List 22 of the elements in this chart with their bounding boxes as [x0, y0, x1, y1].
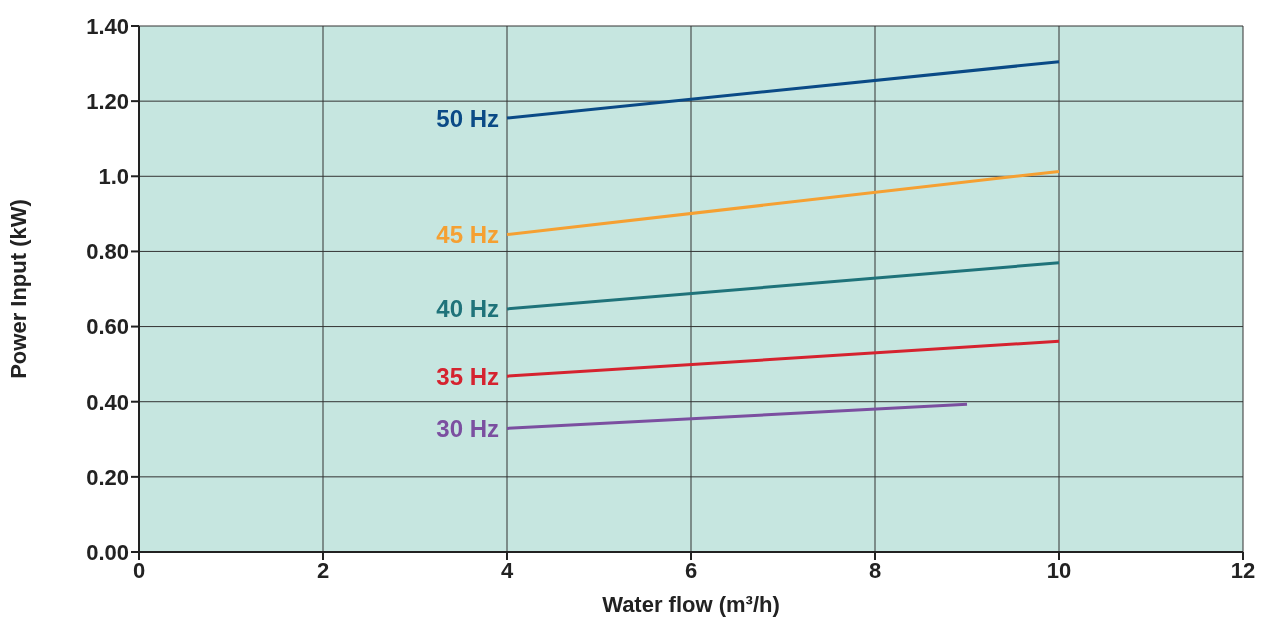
y-tick-label: 0.20 — [86, 464, 129, 490]
series-label: 40 Hz — [436, 295, 499, 323]
x-tick-label: 4 — [500, 557, 514, 583]
y-tick-label: 0.00 — [86, 539, 129, 565]
y-axis-title: Power Input (kW) — [5, 199, 31, 379]
series-label: 50 Hz — [436, 104, 499, 132]
x-tick-label: 2 — [316, 557, 330, 583]
x-axis-title: Water flow (m³/h) — [602, 592, 780, 617]
series-label: 45 Hz — [436, 221, 499, 249]
x-tick-label: 12 — [1230, 557, 1256, 583]
x-tick-label: 0 — [132, 557, 146, 583]
y-tick-label: 1.40 — [86, 13, 129, 39]
x-tick-label: 6 — [684, 557, 698, 583]
y-tick-label: 0.60 — [86, 314, 129, 340]
series-label: 30 Hz — [436, 414, 499, 442]
y-tick-label: 0.40 — [86, 389, 129, 415]
y-tick-label: 1.20 — [86, 88, 129, 114]
series-label: 35 Hz — [436, 362, 499, 390]
y-tick-label: 1.0 — [98, 164, 129, 190]
x-tick-label: 10 — [1046, 557, 1072, 583]
y-tick-label: 0.80 — [86, 239, 129, 265]
x-tick-label: 8 — [868, 557, 882, 583]
